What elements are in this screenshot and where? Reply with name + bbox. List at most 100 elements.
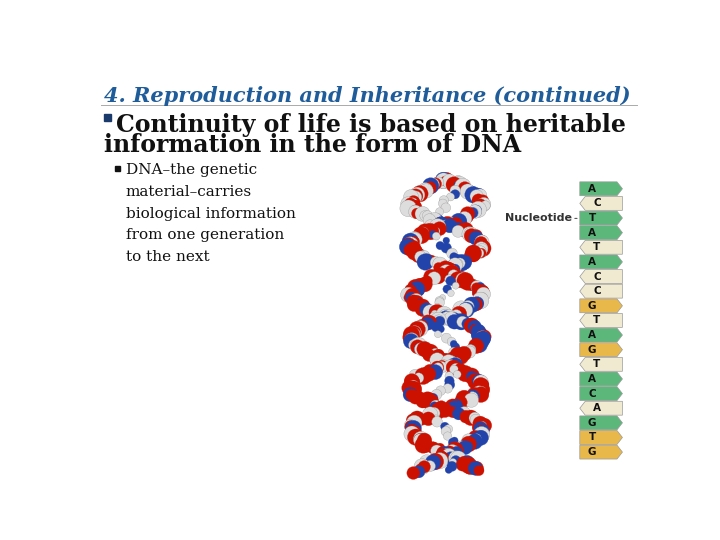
Circle shape — [449, 399, 462, 413]
Circle shape — [457, 212, 472, 226]
Circle shape — [451, 442, 461, 452]
Circle shape — [444, 312, 459, 326]
Circle shape — [465, 186, 482, 203]
Circle shape — [413, 434, 427, 447]
Text: A: A — [588, 184, 596, 194]
Circle shape — [472, 188, 485, 201]
Circle shape — [432, 415, 440, 422]
Circle shape — [402, 380, 417, 395]
Circle shape — [462, 368, 474, 380]
Circle shape — [405, 286, 417, 298]
Circle shape — [438, 199, 447, 208]
Circle shape — [414, 393, 425, 403]
Circle shape — [472, 387, 484, 399]
Circle shape — [449, 365, 459, 374]
Circle shape — [423, 224, 439, 240]
Circle shape — [471, 230, 482, 241]
Circle shape — [420, 455, 434, 469]
Circle shape — [459, 407, 470, 418]
Circle shape — [426, 442, 438, 454]
Circle shape — [414, 433, 428, 447]
Circle shape — [430, 268, 446, 284]
Circle shape — [477, 244, 488, 255]
Circle shape — [410, 295, 424, 309]
Circle shape — [457, 366, 473, 382]
Circle shape — [477, 424, 490, 437]
Circle shape — [409, 200, 420, 212]
Circle shape — [405, 333, 419, 347]
Circle shape — [408, 339, 420, 351]
Polygon shape — [580, 430, 622, 444]
Circle shape — [436, 449, 449, 461]
Circle shape — [451, 306, 467, 321]
Circle shape — [443, 384, 452, 393]
Circle shape — [434, 213, 441, 220]
Circle shape — [428, 212, 441, 226]
Circle shape — [472, 386, 486, 400]
Circle shape — [474, 246, 487, 259]
Circle shape — [445, 399, 461, 415]
Text: T: T — [593, 242, 600, 252]
Circle shape — [448, 269, 459, 281]
Circle shape — [456, 224, 466, 234]
Circle shape — [467, 371, 477, 381]
Circle shape — [463, 459, 478, 475]
Circle shape — [451, 456, 461, 465]
Circle shape — [423, 256, 434, 267]
Circle shape — [408, 195, 420, 208]
Circle shape — [474, 427, 490, 443]
Circle shape — [414, 228, 428, 241]
Circle shape — [454, 363, 467, 375]
Circle shape — [444, 402, 454, 412]
Circle shape — [402, 329, 418, 345]
Circle shape — [441, 220, 451, 229]
Circle shape — [418, 461, 431, 473]
Circle shape — [436, 401, 447, 411]
Circle shape — [473, 430, 488, 445]
Circle shape — [418, 251, 430, 262]
Circle shape — [477, 287, 490, 301]
Circle shape — [431, 256, 442, 268]
Circle shape — [475, 235, 488, 248]
Circle shape — [404, 374, 420, 389]
Circle shape — [408, 189, 423, 203]
Circle shape — [477, 379, 489, 391]
Circle shape — [439, 195, 449, 205]
Circle shape — [474, 282, 485, 293]
Circle shape — [476, 330, 490, 345]
Circle shape — [441, 172, 453, 185]
Circle shape — [476, 240, 487, 251]
Circle shape — [441, 355, 456, 369]
Circle shape — [408, 279, 424, 296]
Circle shape — [403, 334, 419, 349]
Circle shape — [418, 183, 433, 197]
Circle shape — [415, 464, 426, 474]
Circle shape — [424, 461, 436, 472]
Circle shape — [418, 224, 432, 238]
Circle shape — [469, 339, 484, 354]
Circle shape — [450, 264, 460, 274]
Circle shape — [436, 215, 443, 222]
Circle shape — [441, 203, 451, 213]
Circle shape — [468, 461, 482, 475]
Circle shape — [422, 394, 438, 410]
Circle shape — [430, 348, 441, 359]
Circle shape — [435, 172, 451, 188]
Circle shape — [405, 383, 417, 394]
Circle shape — [469, 412, 480, 424]
Circle shape — [428, 393, 438, 404]
Circle shape — [462, 227, 477, 241]
Circle shape — [438, 265, 455, 281]
Circle shape — [458, 441, 472, 455]
Circle shape — [434, 330, 441, 338]
Circle shape — [406, 424, 417, 435]
Circle shape — [414, 278, 426, 290]
Circle shape — [438, 403, 448, 413]
Circle shape — [462, 300, 474, 313]
Circle shape — [418, 277, 432, 292]
Circle shape — [450, 448, 460, 458]
Circle shape — [415, 299, 430, 313]
Polygon shape — [580, 328, 622, 342]
Circle shape — [465, 345, 475, 355]
Circle shape — [441, 405, 452, 416]
